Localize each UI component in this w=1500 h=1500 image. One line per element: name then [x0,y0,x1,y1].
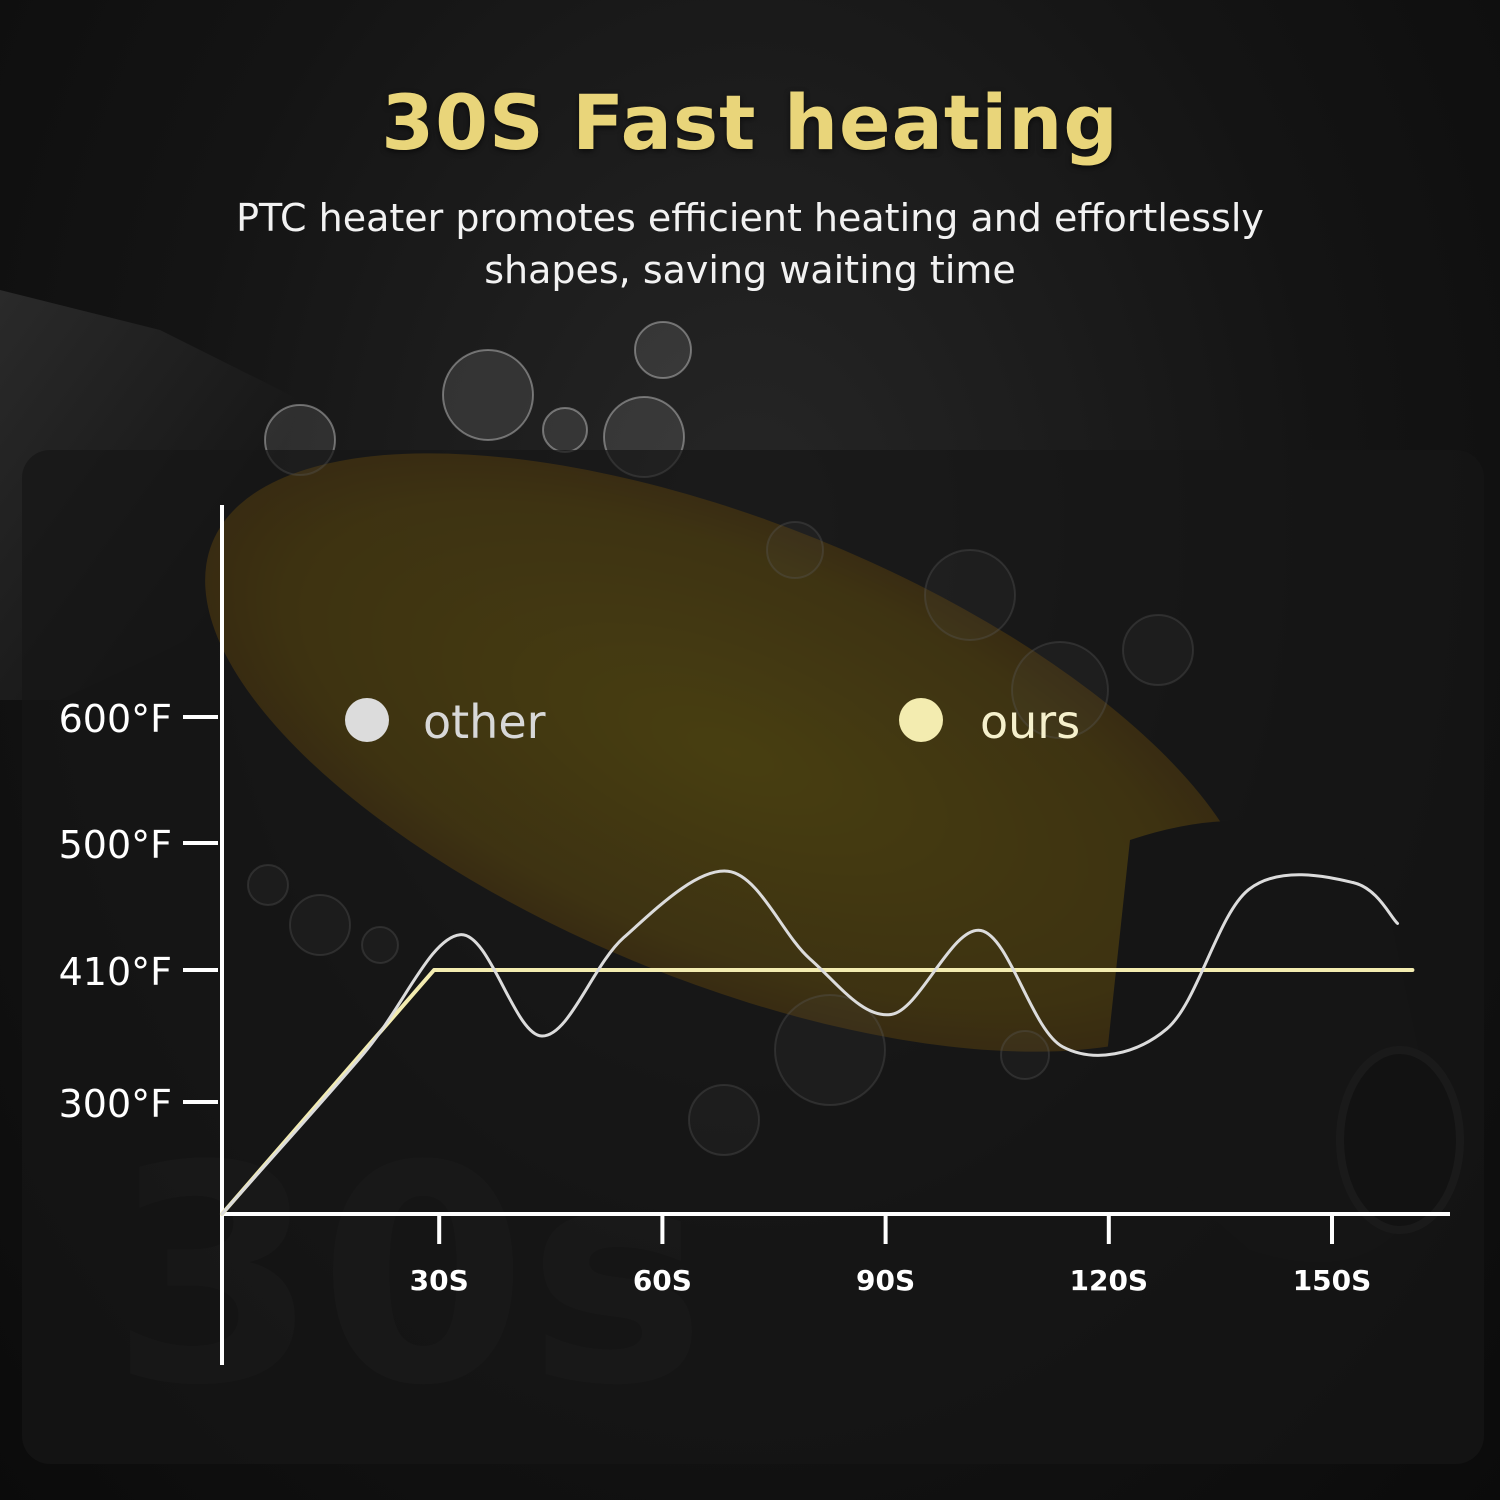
x-tick-label: 60S [633,1264,692,1297]
legend-marker-ours [899,698,943,742]
series-line-ours [220,968,1415,1216]
x-tick-label: 120S [1069,1264,1148,1297]
subtitle-line-2: shapes, saving waiting time [484,248,1016,292]
legend-label-ours: ours [980,695,1080,749]
page-subtitle: PTC heater promotes efficient heating an… [0,192,1500,296]
legend-label-other: other [423,695,546,749]
y-tick-label: 600°F [59,697,172,741]
chart-panel [22,450,1484,1464]
y-tick-label: 410°F [59,950,172,994]
subtitle-line-1: PTC heater promotes efficient heating an… [236,196,1264,240]
series-line-other [220,869,1400,1216]
x-tick-label: 90S [856,1264,915,1297]
y-tick-label: 300°F [59,1082,172,1126]
legend-marker-other [345,698,389,742]
x-tick-label: 150S [1293,1264,1372,1297]
page-title: 30S Fast heating [381,78,1119,167]
x-tick-label: 30S [410,1264,469,1297]
y-tick-label: 500°F [59,823,172,867]
